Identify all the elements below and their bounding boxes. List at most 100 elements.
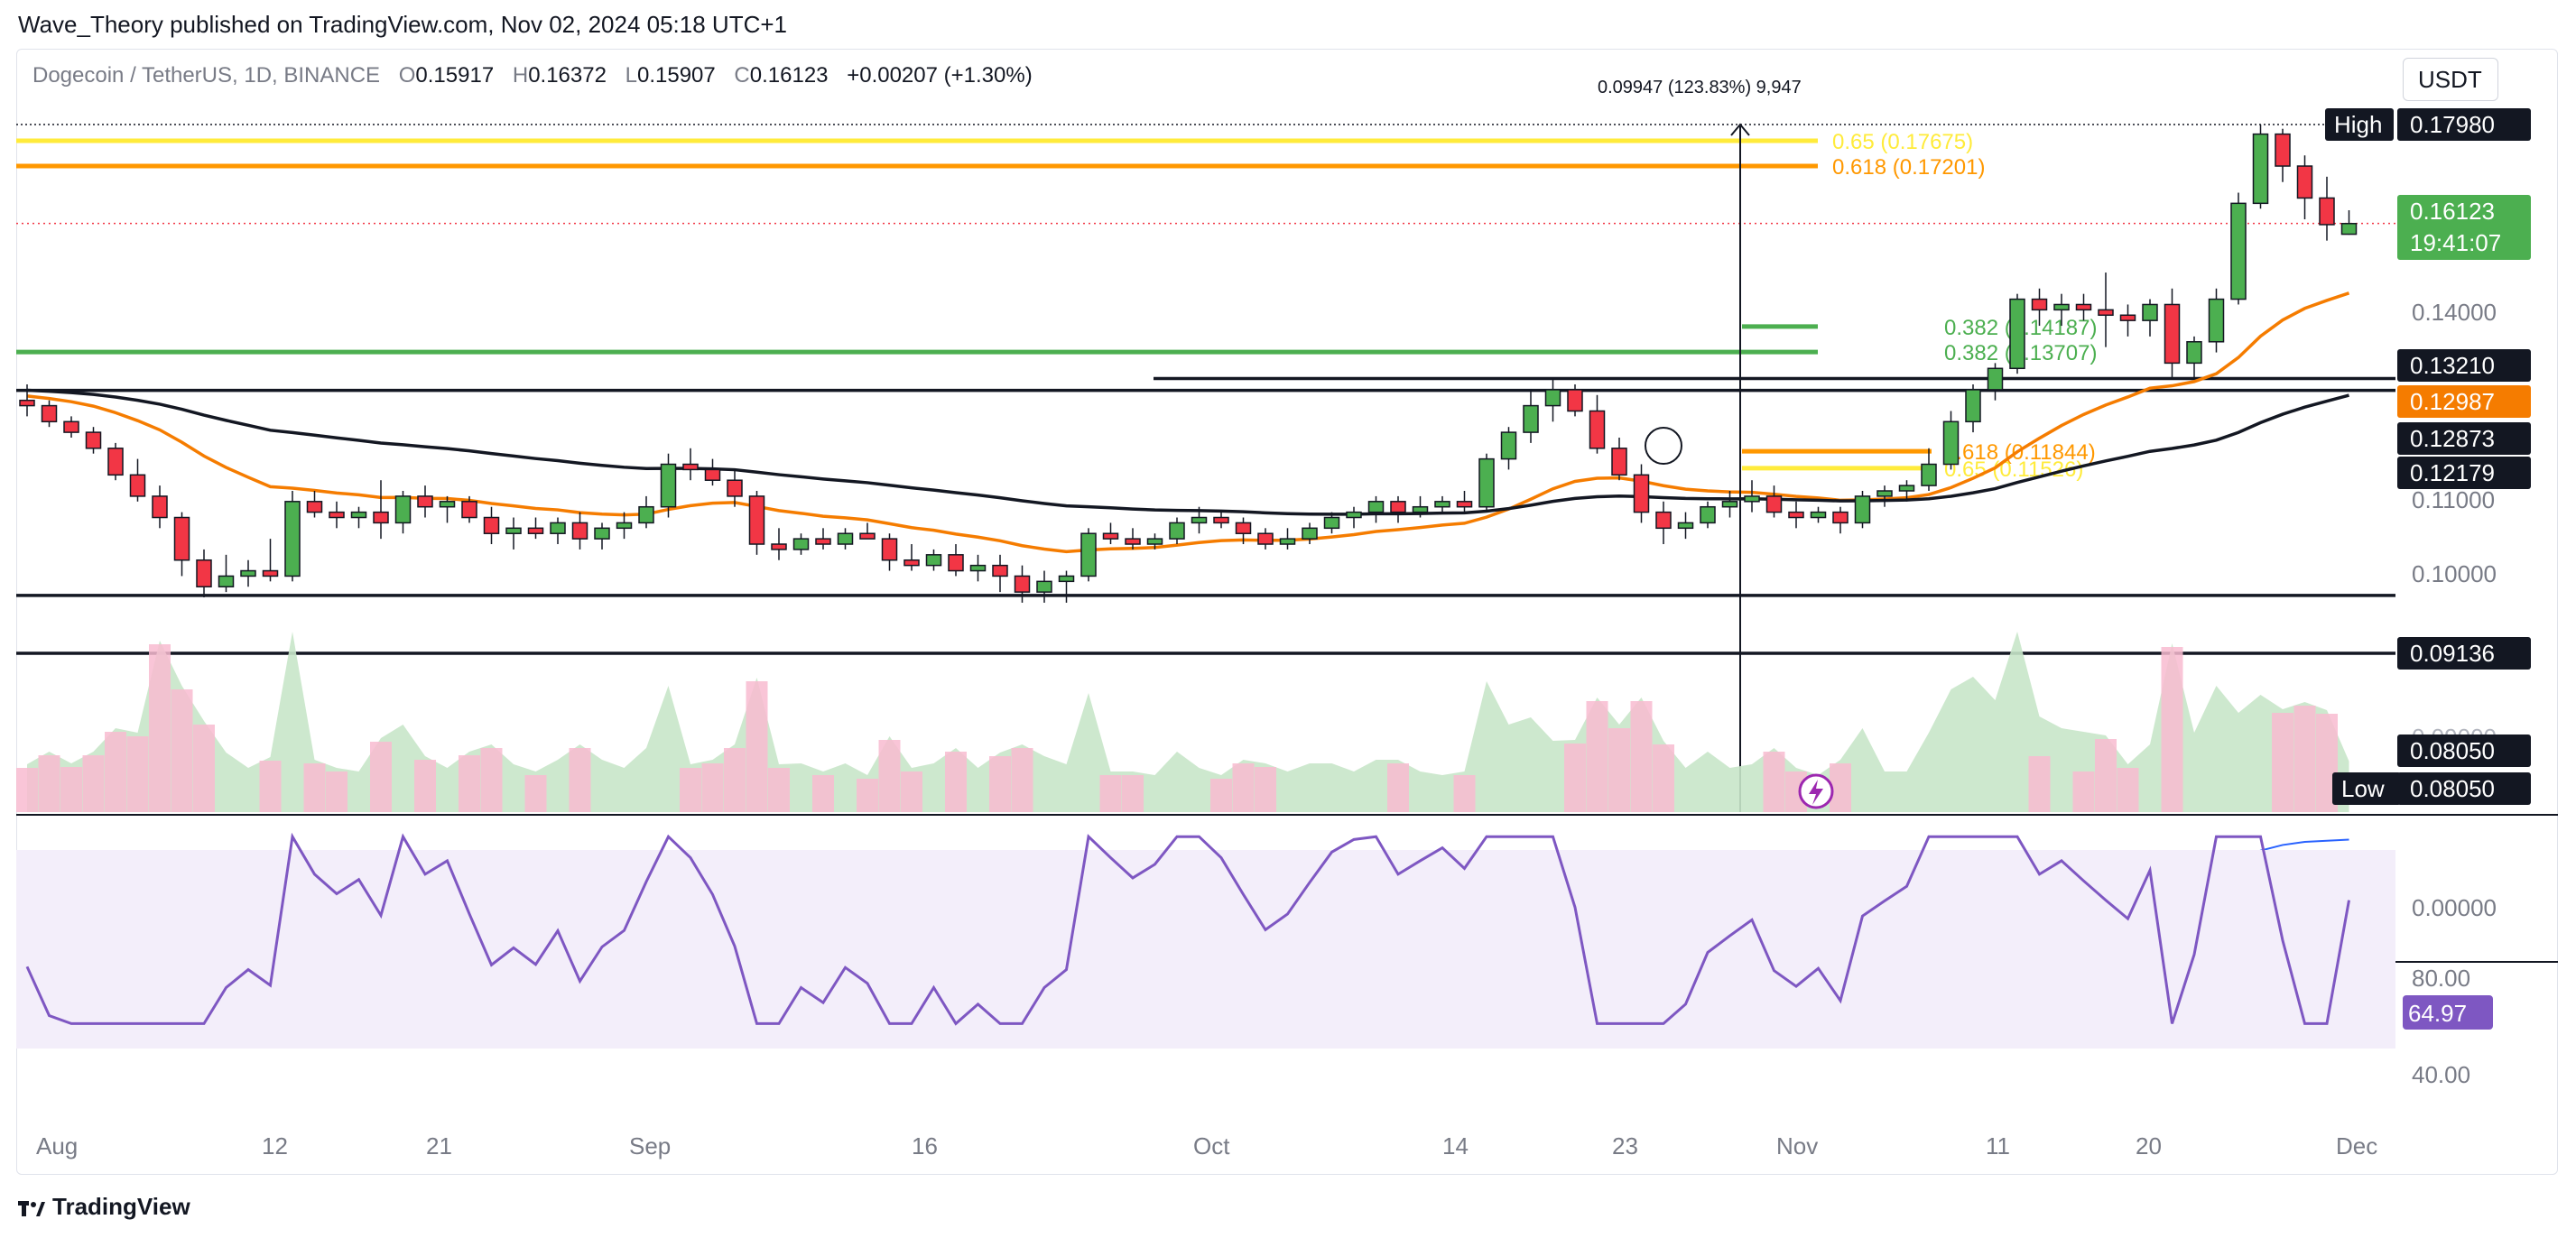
symbol-title[interactable]: Dogecoin / TetherUS, 1D, BINANCE bbox=[32, 63, 381, 88]
candle-body bbox=[373, 511, 389, 524]
candle bbox=[2098, 273, 2114, 347]
price-badge-label: High bbox=[2334, 111, 2382, 138]
candle-body bbox=[461, 501, 477, 519]
price-badge-bg bbox=[2397, 108, 2531, 141]
rsi-value-badge bbox=[2403, 995, 2493, 1030]
fib-level-label-1: 0.618 (0.17201) bbox=[1832, 155, 1985, 180]
candle bbox=[1567, 383, 1583, 417]
candle-body bbox=[616, 522, 633, 530]
candle-body bbox=[2053, 303, 2070, 311]
candle bbox=[1942, 411, 1960, 470]
candle bbox=[2252, 125, 2269, 209]
ohlc-legend: Dogecoin / TetherUS, 1D, BINANCE O0.1591… bbox=[32, 63, 1033, 88]
price-badge-value: 0.09136 bbox=[2410, 640, 2495, 667]
volume-bar-down bbox=[1387, 763, 1409, 812]
volume-bar-down bbox=[1653, 744, 1674, 812]
candle bbox=[1744, 480, 1760, 513]
candle bbox=[262, 539, 279, 582]
candle bbox=[1854, 491, 1871, 529]
candle bbox=[1611, 437, 1627, 481]
volume-bar-down bbox=[1608, 728, 1630, 812]
candle-body bbox=[394, 495, 412, 524]
candle bbox=[1788, 501, 1804, 529]
candle bbox=[1367, 495, 1385, 523]
candle-body bbox=[748, 495, 765, 545]
close-value: 0.16123 bbox=[749, 63, 829, 88]
candle-body bbox=[660, 463, 677, 508]
candle bbox=[527, 517, 544, 540]
candle-body bbox=[2208, 298, 2225, 343]
fib-level-label-5: 0.65 (0.11526) bbox=[1944, 457, 2083, 482]
crossover-circle bbox=[1645, 427, 1682, 465]
candle-body bbox=[1677, 522, 1694, 530]
currency-button[interactable]: USDT bbox=[2403, 58, 2498, 101]
candle-body bbox=[1965, 389, 1981, 423]
macd-tick-label: 0.00000 bbox=[2412, 894, 2497, 921]
candle-body bbox=[925, 554, 942, 567]
candle bbox=[129, 458, 146, 502]
volume-bar-down bbox=[16, 768, 38, 812]
candle bbox=[682, 448, 699, 481]
candle-body bbox=[19, 399, 35, 407]
candle-body bbox=[1102, 532, 1119, 540]
price-badge-value: 0.12873 bbox=[2410, 425, 2495, 452]
price-badge-bg bbox=[2397, 195, 2531, 260]
candle bbox=[792, 533, 810, 555]
candle bbox=[859, 522, 876, 540]
price-badge-bg bbox=[2397, 385, 2531, 418]
volume-bar-down bbox=[680, 768, 701, 812]
candle bbox=[2340, 210, 2358, 236]
publisher-header: Wave_Theory published on TradingView.com… bbox=[18, 11, 787, 38]
candle bbox=[373, 480, 389, 540]
volume-bar-down bbox=[746, 681, 768, 812]
time-tick-label: Nov bbox=[1776, 1132, 1818, 1159]
candle bbox=[1655, 501, 1672, 545]
volume-bar-down bbox=[1564, 744, 1586, 812]
candle bbox=[969, 554, 987, 582]
volume-bar-down bbox=[126, 736, 149, 812]
measure-label: 0.09947 (123.83%) 9,947 bbox=[1598, 78, 1802, 97]
volume-bar-down bbox=[768, 768, 790, 812]
candle bbox=[152, 485, 168, 529]
candle-body bbox=[992, 564, 1008, 577]
candle bbox=[1302, 522, 1318, 545]
candle-body bbox=[1235, 522, 1252, 534]
candle-body bbox=[792, 538, 810, 550]
candle bbox=[1036, 570, 1052, 603]
high-label: H bbox=[512, 63, 529, 88]
measure-arrow-icon bbox=[1730, 123, 1750, 136]
candle-body bbox=[704, 468, 721, 481]
candle bbox=[1102, 522, 1119, 545]
price-badge-value: 0.16123 bbox=[2410, 198, 2495, 225]
tradingview-footer[interactable]: TradingView bbox=[18, 1193, 190, 1221]
time-tick-label: Sep bbox=[629, 1132, 671, 1159]
volume-bar-down bbox=[193, 725, 215, 812]
volume-bar-down bbox=[105, 732, 126, 812]
candle-body bbox=[1567, 389, 1583, 412]
candle-body bbox=[2164, 303, 2181, 365]
candle bbox=[881, 533, 898, 571]
candle-body bbox=[903, 559, 920, 567]
volume-bar-down bbox=[303, 763, 326, 812]
candle bbox=[1898, 480, 1915, 502]
volume-bar-down bbox=[259, 761, 282, 812]
time-tick-label: 11 bbox=[1986, 1132, 2010, 1159]
volume-bar-down bbox=[989, 756, 1011, 812]
candle bbox=[1965, 383, 1981, 433]
volume-bar-down bbox=[1630, 701, 1653, 812]
candle-body bbox=[881, 538, 898, 561]
candle bbox=[1146, 533, 1163, 550]
rsi-value-text: 64.97 bbox=[2408, 1000, 2467, 1027]
candle-body bbox=[771, 543, 787, 550]
volume-bar-down bbox=[60, 767, 82, 812]
price-badge-value: 0.12987 bbox=[2410, 388, 2495, 415]
candle bbox=[505, 517, 522, 550]
candle bbox=[461, 495, 477, 523]
candle-body bbox=[173, 516, 190, 561]
candle bbox=[2031, 288, 2048, 327]
candle-body bbox=[1744, 495, 1760, 503]
time-tick-label: 12 bbox=[262, 1132, 288, 1159]
candle bbox=[1279, 528, 1296, 550]
candle-body bbox=[1876, 490, 1893, 497]
